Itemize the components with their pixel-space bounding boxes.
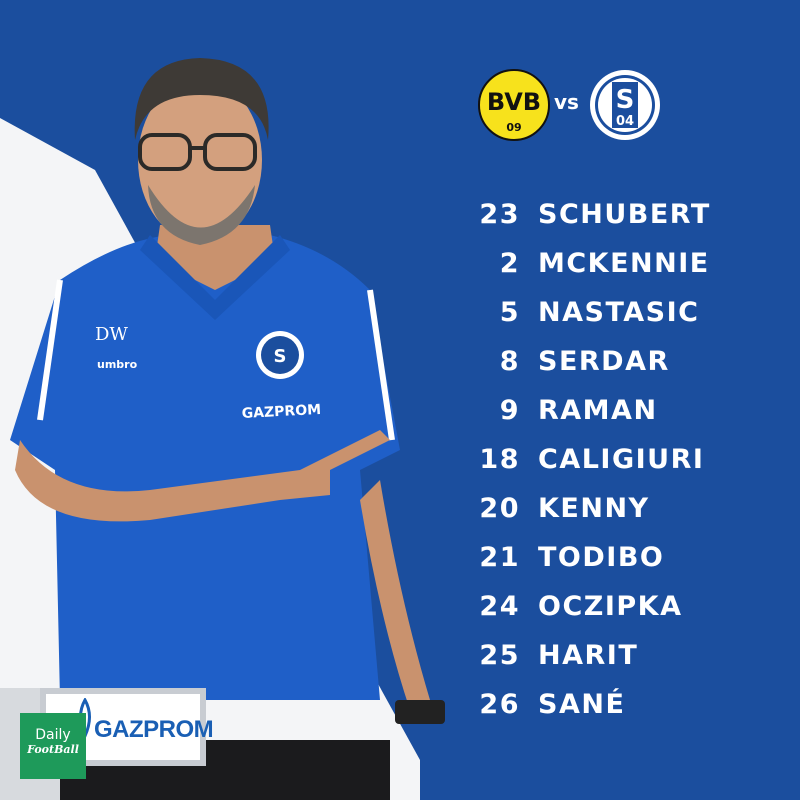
svg-text:09: 09 <box>506 121 521 134</box>
svg-text:S: S <box>274 346 287 367</box>
player-name: RAMAN <box>538 395 658 426</box>
shirt-kit-brand: umbro <box>97 358 138 371</box>
player-number: 24 <box>479 591 520 622</box>
player-name: MCKENNIE <box>538 248 710 279</box>
svg-text:S: S <box>616 85 635 115</box>
player-name: OCZIPKA <box>538 591 683 622</box>
player-number: 21 <box>479 542 520 573</box>
lineup-row: 9 RAMAN <box>460 386 711 435</box>
player-name: NASTASIC <box>538 297 700 328</box>
lineup-row: 26 SANÉ <box>460 680 711 729</box>
bvb-crest-icon: BVB 09 <box>478 69 550 141</box>
player-number: 5 <box>499 297 520 328</box>
lineup-row: 18 CALIGIURI <box>460 435 711 484</box>
lineup-row: 2 MCKENNIE <box>460 239 711 288</box>
player-number: 20 <box>479 493 520 524</box>
svg-text:BVB: BVB <box>487 88 541 116</box>
player-name: SANÉ <box>538 689 626 720</box>
lineup-row: 25 HARIT <box>460 631 711 680</box>
lineup-list: 23 SCHUBERT 2 MCKENNIE 5 NASTASIC 8 SERDAR 9… <box>460 190 711 729</box>
player-number: 26 <box>479 689 520 720</box>
lineup-row: 23 SCHUBERT <box>460 190 711 239</box>
svg-text:04: 04 <box>616 114 634 129</box>
shirt-initials: DW <box>95 324 128 345</box>
player-number: 2 <box>499 248 520 279</box>
glasses-icon <box>138 133 257 171</box>
vs-label: vs <box>554 90 579 114</box>
hair <box>134 58 269 140</box>
lineup-row: 8 SERDAR <box>460 337 711 386</box>
player-name: CALIGIURI <box>538 444 705 475</box>
player-number: 9 <box>499 395 520 426</box>
shirt-sponsor: GAZPROM <box>241 402 321 422</box>
player-number: 23 <box>479 199 520 230</box>
lineup-row: 21 TODIBO <box>460 533 711 582</box>
player-number: 25 <box>479 640 520 671</box>
player-name: SERDAR <box>538 346 670 377</box>
watermark-line1: Daily <box>35 727 71 743</box>
player-number: 8 <box>499 346 520 377</box>
lineup-row: 20 KENNY <box>460 484 711 533</box>
lineup-row: 24 OCZIPKA <box>460 582 711 631</box>
player-name: SCHUBERT <box>538 199 711 230</box>
lineup-row: 5 NASTASIC <box>460 288 711 337</box>
player-name: TODIBO <box>538 542 665 573</box>
coach-head <box>138 78 262 242</box>
player-name: KENNY <box>538 493 650 524</box>
player-name: HARIT <box>538 640 639 671</box>
sponsor-text: GAZPROM <box>94 716 214 743</box>
beard <box>148 185 255 245</box>
watermark-logo: Daily FootBall <box>20 713 86 779</box>
player-number: 18 <box>479 444 520 475</box>
coach-arm <box>15 430 390 522</box>
watermark-line2: FootBall <box>27 743 79 756</box>
schalke-crest-icon: S 04 <box>590 70 660 140</box>
watch <box>395 700 445 724</box>
